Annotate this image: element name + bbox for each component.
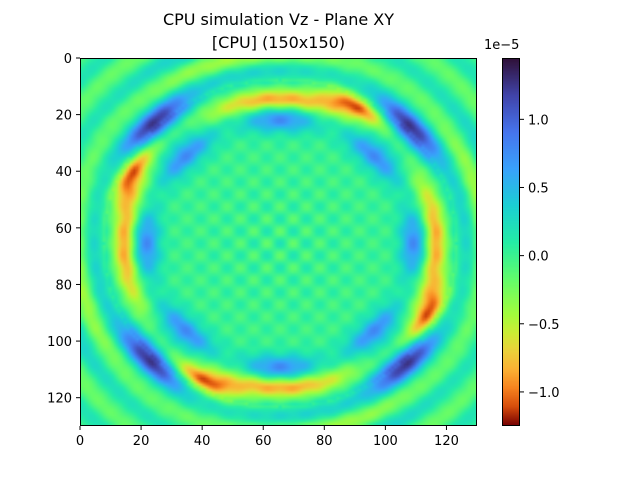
colorbar-tick-label: 0.5 — [528, 181, 549, 196]
colorbar-tick-label: 1.0 — [528, 113, 549, 128]
chart-title: CPU simulation Vz - Plane XY — [162, 10, 395, 29]
y-tick-label: 100 — [47, 335, 72, 350]
y-tick-label: 0 — [64, 52, 72, 67]
x-tick-label: 40 — [194, 434, 211, 449]
heatmap-image — [81, 59, 476, 425]
y-tick-label: 20 — [55, 109, 72, 124]
colorbar-tick-label: −0.5 — [528, 318, 560, 333]
x-tick-label: 120 — [434, 434, 459, 449]
x-tick-label: 80 — [316, 434, 333, 449]
x-tick-label: 100 — [373, 434, 398, 449]
colorbar-offset-label: 1e−5 — [484, 38, 520, 53]
colorbar-tick-label: 0.0 — [528, 250, 549, 265]
y-tick-label: 120 — [47, 392, 72, 407]
colorbar — [502, 58, 520, 426]
colorbar-tick-label: −1.0 — [528, 386, 560, 401]
y-tick-label: 80 — [55, 278, 72, 293]
x-tick-label: 20 — [133, 434, 150, 449]
y-tick-label: 40 — [55, 165, 72, 180]
x-tick-label: 0 — [76, 434, 84, 449]
plot-area — [80, 58, 477, 426]
x-tick-label: 60 — [255, 434, 272, 449]
chart-subtitle: [CPU] (150x150) — [211, 33, 346, 52]
y-tick-label: 60 — [55, 222, 72, 237]
